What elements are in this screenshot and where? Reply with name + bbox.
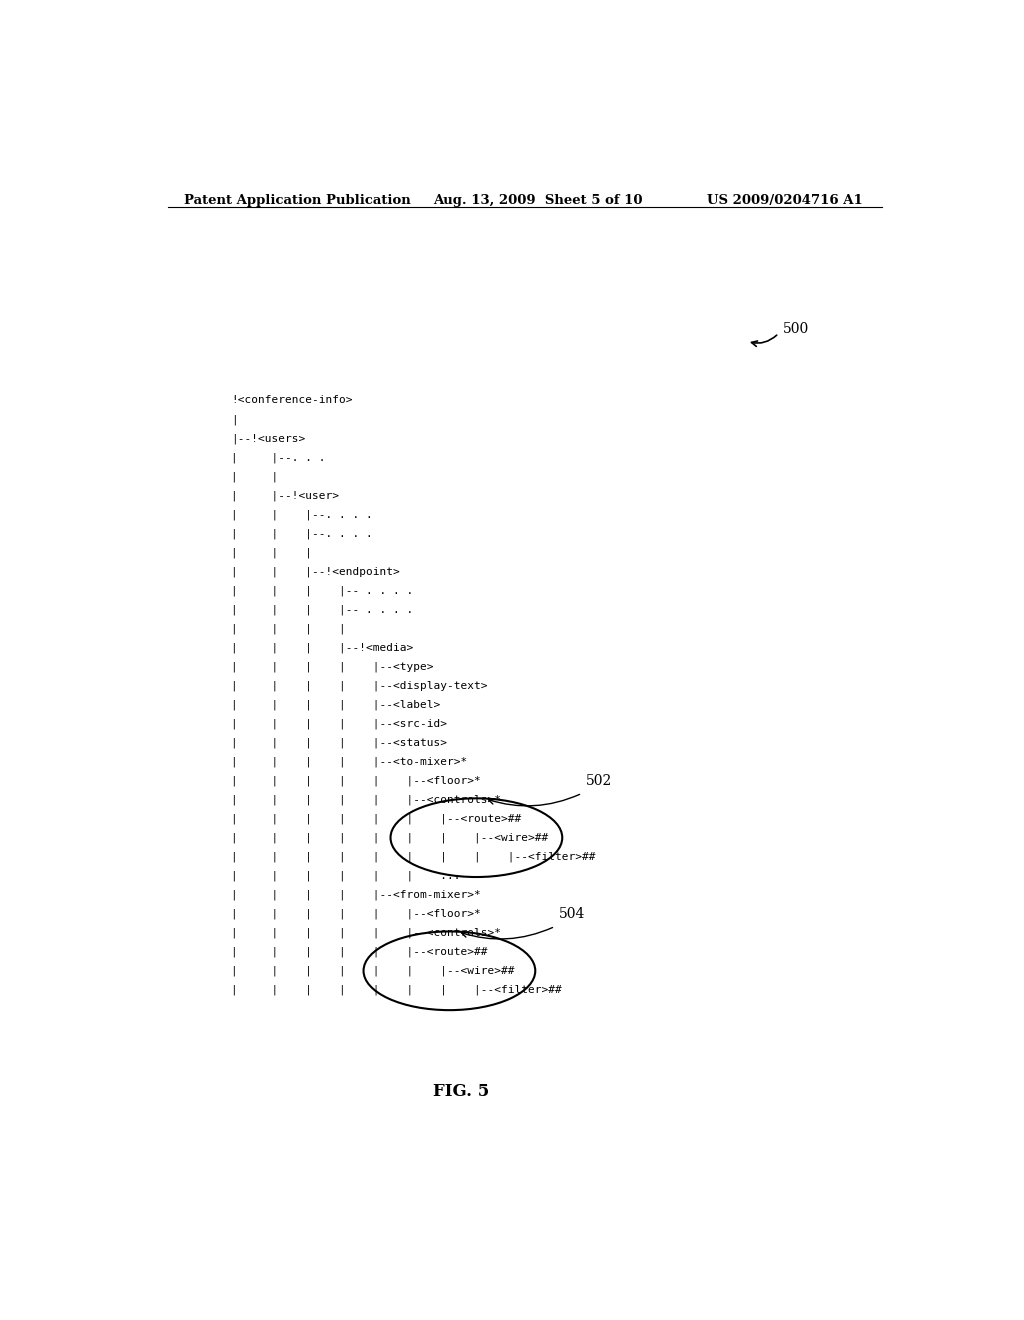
Text: |     |    |    |-- . . . .: | | | |-- . . . . <box>231 585 414 595</box>
Text: |     |    |    |    |    |    |--<wire>##: | | | | | | |--<wire>## <box>231 965 515 975</box>
Text: |     |    |    |    |    |    |    |--<wire>##: | | | | | | | |--<wire>## <box>231 833 549 843</box>
Text: |     |    |--. . . .: | | |--. . . . <box>231 528 373 539</box>
Text: Patent Application Publication: Patent Application Publication <box>183 194 411 207</box>
Text: |     |    |    |    |--<type>: | | | | |--<type> <box>231 661 434 672</box>
Text: |     |    |    |    |    |    ...: | | | | | | ... <box>231 870 461 880</box>
Text: |     |    |    |    |    |    |    |--<filter>##: | | | | | | | |--<filter>## <box>231 985 562 995</box>
Text: |     |    |    |    |    |    |    |    |--<filter>##: | | | | | | | | |--<filter>## <box>231 851 596 862</box>
Text: |: | <box>231 414 238 425</box>
Text: US 2009/0204716 A1: US 2009/0204716 A1 <box>708 194 863 207</box>
Text: 504: 504 <box>559 907 586 921</box>
Text: |     |    |    |    |    |    |--<route>##: | | | | | | |--<route>## <box>231 813 521 824</box>
Text: |--!<users>: |--!<users> <box>231 433 305 444</box>
Text: |     |    |    |    |    |--<route>##: | | | | | |--<route>## <box>231 946 487 957</box>
Text: |     |    |    |--!<media>: | | | |--!<media> <box>231 643 414 653</box>
Text: |     |    |    |    |--<label>: | | | | |--<label> <box>231 700 440 710</box>
Text: 502: 502 <box>586 774 612 788</box>
Text: |     |    |    |-- . . . .: | | | |-- . . . . <box>231 605 414 615</box>
Text: |     |    |: | | | <box>231 548 312 557</box>
Text: |     |    |    |    |    |--<floor>*: | | | | | |--<floor>* <box>231 775 481 785</box>
Text: |     |    |    |    |--<display-text>: | | | | |--<display-text> <box>231 680 487 690</box>
Text: |     |    |    |    |    |--<floor>*: | | | | | |--<floor>* <box>231 908 481 919</box>
Text: |     |    |    |    |    |--<controls>*: | | | | | |--<controls>* <box>231 928 501 939</box>
Text: 500: 500 <box>782 322 809 337</box>
Text: |     |: | | <box>231 471 279 482</box>
Text: |     |--. . .: | |--. . . <box>231 453 326 462</box>
Text: |     |    |    |    |--<to-mixer>*: | | | | |--<to-mixer>* <box>231 756 467 767</box>
Text: |     |    |--. . . .: | | |--. . . . <box>231 510 373 520</box>
Text: |     |    |    |    |--<src-id>: | | | | |--<src-id> <box>231 718 447 729</box>
Text: |     |    |--!<endpoint>: | | |--!<endpoint> <box>231 566 400 577</box>
Text: |     |--!<user>: | |--!<user> <box>231 490 339 500</box>
Text: Aug. 13, 2009  Sheet 5 of 10: Aug. 13, 2009 Sheet 5 of 10 <box>433 194 643 207</box>
Text: |     |    |    |    |--<status>: | | | | |--<status> <box>231 738 447 748</box>
Text: |     |    |    |    |    |--<controls>*: | | | | | |--<controls>* <box>231 795 501 805</box>
Text: FIG. 5: FIG. 5 <box>433 1082 489 1100</box>
Text: !<conference-info>: !<conference-info> <box>231 395 352 405</box>
Text: |     |    |    |: | | | | <box>231 623 346 634</box>
Text: |     |    |    |    |--<from-mixer>*: | | | | |--<from-mixer>* <box>231 890 481 900</box>
